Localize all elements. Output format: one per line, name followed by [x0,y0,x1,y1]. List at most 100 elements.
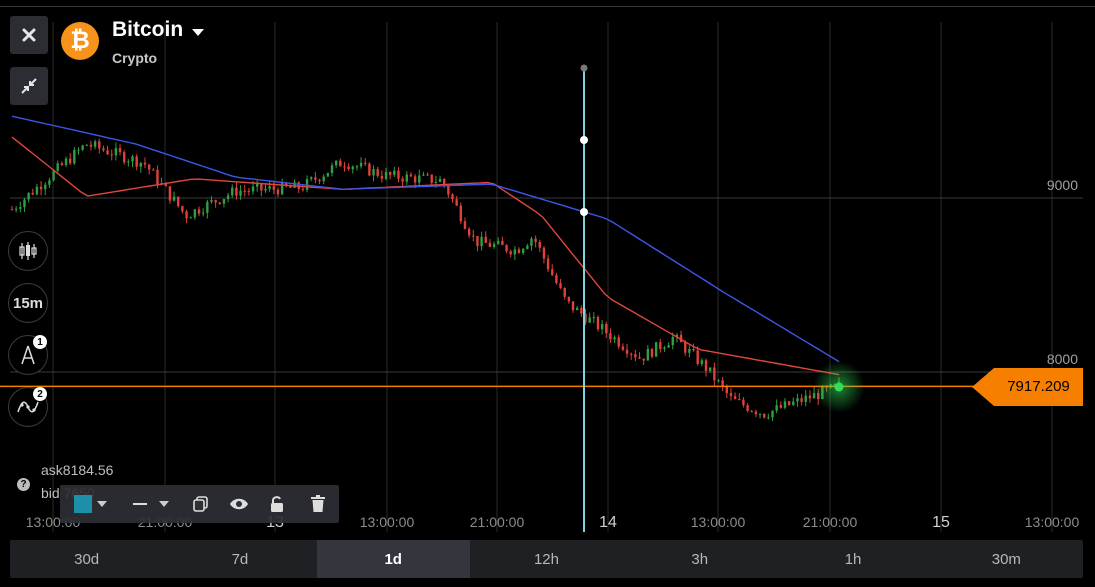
candle-body [239,190,242,196]
tab-3h[interactable]: 3h [691,550,709,568]
candle-body [746,405,749,411]
candle-body [44,184,47,190]
candle-body [247,191,251,193]
close-button[interactable] [10,16,48,54]
tab-7d[interactable]: 7d [231,550,249,568]
candle-body [289,186,292,188]
candle-body [334,160,338,166]
candle-body [197,209,201,214]
indicators-badge: 2 [33,387,47,401]
candle-body [775,405,778,411]
tab-1h[interactable]: 1h [844,550,862,568]
candle-body [609,333,612,340]
timeframe-tabs: 30d 7d 1d 12h 3h 1h 30m [10,540,1083,578]
candle-body [692,349,695,351]
copy-icon [193,496,208,512]
candle-body [575,307,579,311]
candle-body [704,360,708,371]
visibility-button[interactable] [224,485,254,523]
close-icon [22,28,36,42]
candle-body [667,345,670,348]
candle-body [488,242,492,247]
tab-30m[interactable]: 30m [991,550,1021,568]
candle-body [147,164,151,170]
chevron-down-icon [159,501,169,507]
candle-body [60,163,64,166]
candle-body [56,163,59,171]
candle-body [762,413,766,418]
asset-dropdown-caret-icon[interactable] [192,29,204,36]
candle-body [630,353,633,355]
asset-title[interactable]: Bitcoin [112,18,184,41]
copy-button[interactable] [186,485,216,523]
candle-body [251,186,255,192]
candle-body [613,337,616,340]
candle-body [339,160,342,167]
candle-body [634,354,637,358]
tab-1d[interactable]: 1d [316,540,470,578]
candle-body [185,211,188,219]
candle-body [222,198,226,204]
candle-body [663,347,666,349]
candle-body [738,399,741,401]
candle-body [725,386,728,394]
candle-body [305,179,309,190]
delete-button[interactable] [303,485,333,523]
candle-body [467,228,471,236]
candle-body [364,162,367,164]
candle-body [181,206,184,212]
candle-body [64,158,68,166]
bid-label: bid [41,485,60,501]
candle-body [243,190,246,192]
tab-12h[interactable]: 12h [533,550,559,568]
candle-body [189,217,192,219]
candle-body [546,258,550,270]
tab-30d[interactable]: 30d [74,550,100,568]
lock-button[interactable] [262,485,292,523]
candle-body [39,186,43,190]
line-style-button[interactable] [126,485,176,523]
ask-value: 8184.56 [62,462,114,478]
candle-body [480,236,483,247]
candle-body [397,170,400,179]
candle-body [700,360,704,364]
candle-body [210,200,213,202]
y-tick-label: 8000 [1047,351,1078,367]
minimize-button[interactable] [10,67,48,105]
candle-body [226,195,230,199]
candle-body [571,301,575,311]
candle-body [688,349,691,353]
candle-body [555,275,558,284]
candle-body [231,187,234,196]
candle-body [31,192,34,195]
candle-body [118,148,122,153]
marker-handle-low [580,208,588,216]
candle-body [447,185,450,195]
help-icon[interactable]: ? [17,478,30,491]
candle-body [330,165,334,173]
candle-body [742,399,745,406]
candle-body [48,180,51,185]
top-border [0,6,1095,7]
candle-body [426,174,429,176]
candle-body [621,346,625,350]
candle-body [459,205,463,222]
candle-body [422,174,425,176]
candle-body [530,238,533,246]
candle-body [123,152,126,163]
timeframe-button[interactable]: 15m [8,283,48,323]
candle-body [808,395,812,399]
chart-type-button[interactable] [8,231,48,271]
candle-body [596,317,600,330]
vertical-grid [52,22,1053,532]
pen-tool-icon [21,345,35,365]
trash-icon [311,495,325,512]
candle-body [671,336,674,346]
candle-body [85,144,89,146]
candle-body [592,317,596,319]
candle-body [580,307,583,314]
vertical-marker-tool[interactable] [580,64,588,533]
candle-body [376,169,379,176]
color-picker-button[interactable] [68,485,112,523]
